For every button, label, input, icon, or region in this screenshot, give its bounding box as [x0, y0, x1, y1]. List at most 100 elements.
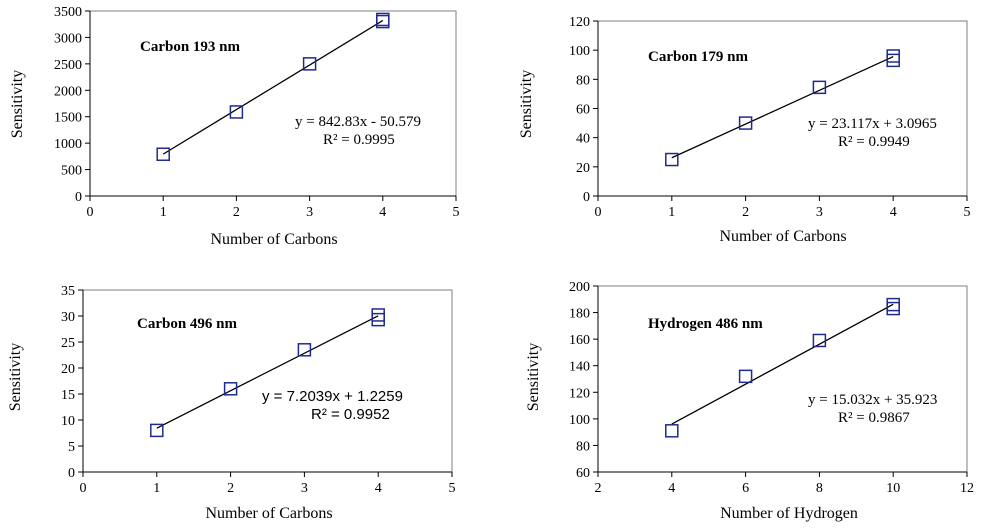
x-tick-label: 1 [668, 205, 675, 220]
data-point-marker [738, 369, 753, 384]
x-tick-label: 2 [742, 205, 749, 220]
x-tick-label: 2 [227, 481, 234, 496]
y-tick-label: 2000 [54, 84, 82, 99]
y-axis-label: Sensitivity [525, 343, 542, 411]
plot-area [597, 20, 968, 197]
chart-panel-1: 0 500 1000 1500 2000 2500 3000 3500 0 1 2 3 4 5 Carbon… [9, 5, 460, 248]
x-tick-label: 0 [87, 205, 94, 220]
y-tick-label: 60 [576, 103, 590, 118]
x-tick-label: 1 [153, 481, 160, 496]
r-squared-label: R² = 0.9995 [323, 132, 395, 148]
x-axis-label: Number of Carbons [205, 505, 332, 522]
x-tick-label: 5 [453, 205, 460, 220]
x-axis-label: Number of Carbons [719, 228, 846, 245]
y-tick-label: 25 [61, 336, 75, 351]
plot-area [597, 285, 968, 473]
data-point-marker [886, 53, 900, 68]
trendline [671, 56, 894, 159]
x-tick-label: 5 [964, 205, 971, 220]
y-tick-label: 180 [569, 307, 590, 322]
x-tick-label: 3 [301, 481, 308, 496]
data-point-marker [812, 333, 827, 348]
x-axis-label: Number of Hydrogen [720, 505, 858, 522]
y-tick-label: 0 [583, 190, 590, 205]
y-tick-label: 0 [75, 190, 82, 205]
x-tick-label: 3 [816, 205, 823, 220]
data-point-marker [371, 312, 385, 327]
x-tick-label: 3 [306, 205, 313, 220]
chart-title: Carbon 496 nm [137, 316, 238, 332]
y-tick-label: 160 [569, 333, 590, 348]
y-tick-label: 140 [569, 360, 590, 375]
r-squared-label: R² = 0.9949 [838, 134, 910, 150]
y-tick-label: 1000 [54, 137, 82, 152]
chart-panel-4: 60 80 100 120 140 160 180 200 2 4 6 8 10 12 Hydrogen 4… [525, 280, 974, 522]
x-tick-label: 4 [668, 481, 675, 496]
y-tick-label: 100 [569, 413, 590, 428]
data-point-marker [229, 105, 244, 119]
y-tick-label: 60 [576, 466, 590, 481]
x-tick-label: 4 [375, 481, 382, 496]
x-tick-label: 12 [960, 481, 974, 496]
x-axis-label: Number of Carbons [210, 231, 337, 248]
y-tick-label: 10 [61, 414, 75, 429]
y-tick-label: 35 [61, 284, 75, 299]
y-tick-label: 15 [61, 388, 75, 403]
data-point-marker [886, 49, 900, 63]
data-point-marker [665, 424, 679, 438]
y-axis-label: Sensitivity [518, 70, 535, 138]
data-point-marker [150, 423, 164, 438]
data-point-marker [886, 297, 900, 312]
chart-title: Hydrogen 486 nm [648, 316, 763, 332]
trendline-equation: y = 23.117x + 3.0965 [808, 116, 937, 132]
y-tick-label: 5 [68, 440, 75, 455]
y-tick-label: 3500 [54, 5, 82, 20]
x-tick-label: 6 [742, 481, 749, 496]
chart-panel-2: 0 20 40 60 80 100 120 0 1 2 3 4 5 Carbon 179 nm y = 23… [518, 15, 971, 245]
trendline [162, 19, 384, 155]
x-tick-label: 1 [160, 205, 167, 220]
data-point-marker [302, 57, 317, 71]
r-squared-label: R² = 0.9867 [838, 410, 910, 426]
y-tick-label: 120 [569, 386, 590, 401]
y-tick-label: 3000 [54, 31, 82, 46]
data-point-marker [156, 147, 170, 161]
y-tick-label: 100 [569, 44, 590, 59]
data-point-marker [223, 382, 238, 396]
r-squared-label: R² = 0.9952 [311, 406, 390, 423]
chart-title: Carbon 193 nm [140, 39, 241, 55]
y-tick-label: 20 [61, 362, 75, 377]
y-tick-label: 2500 [54, 58, 82, 73]
data-point-marker [376, 12, 390, 27]
data-point-marker [665, 152, 679, 167]
x-tick-label: 10 [886, 481, 900, 496]
x-tick-label: 8 [816, 481, 823, 496]
chart-title: Carbon 179 nm [648, 49, 749, 65]
x-tick-label: 5 [449, 481, 456, 496]
data-point-marker [371, 308, 385, 322]
y-tick-label: 1500 [54, 111, 82, 126]
chart-panel-3: 0 5 10 15 20 25 30 35 0 1 2 3 4 5 Carbon 496 nm y = 7.2… [7, 284, 456, 522]
y-tick-label: 20 [576, 161, 590, 176]
y-tick-label: 200 [569, 280, 590, 295]
y-tick-label: 30 [61, 310, 75, 325]
trendline-equation: y = 842.83x - 50.579 [295, 114, 421, 130]
trendline-equation: y = 15.032x + 35.923 [808, 392, 937, 408]
trendline-equation: y = 7.2039x + 1.2259 [262, 388, 403, 405]
data-point-marker [812, 80, 827, 95]
y-tick-label: 120 [569, 15, 590, 30]
x-tick-label: 0 [595, 205, 602, 220]
data-point-marker [738, 116, 753, 130]
trendline [156, 315, 379, 429]
y-axis-label: Sensitivity [7, 343, 24, 411]
y-axis-label: Sensitivity [9, 70, 26, 138]
y-tick-label: 80 [576, 439, 590, 454]
y-tick-label: 40 [576, 132, 590, 147]
x-tick-label: 4 [379, 205, 386, 220]
data-point-marker [297, 343, 312, 357]
x-tick-label: 2 [595, 481, 602, 496]
y-tick-label: 80 [576, 73, 590, 88]
x-tick-label: 0 [80, 481, 87, 496]
y-tick-label: 500 [61, 164, 82, 179]
